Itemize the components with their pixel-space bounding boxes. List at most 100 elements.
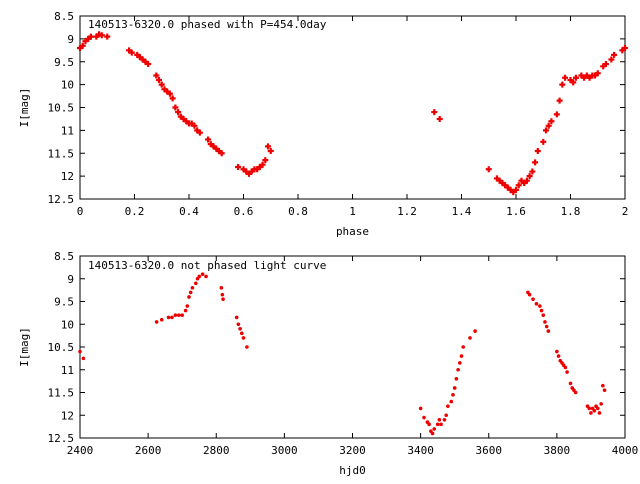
x-tick-label: 2 — [622, 205, 629, 218]
y-tick-label: 8.5 — [54, 250, 74, 263]
y-tick-label: 11 — [61, 124, 74, 137]
data-point — [534, 301, 539, 306]
y-tick-label: 12.5 — [48, 193, 75, 206]
x-tick-label: 3600 — [476, 444, 503, 457]
data-point — [523, 177, 530, 184]
x-tick-label: 0.2 — [125, 205, 145, 218]
data-point — [587, 406, 592, 411]
x-tick-label: 0.6 — [234, 205, 254, 218]
data-point — [245, 345, 249, 349]
x-tick-label: 2400 — [67, 444, 94, 457]
data-point — [158, 81, 165, 88]
data-point — [568, 381, 573, 386]
data-point — [572, 74, 579, 81]
data-point — [196, 129, 203, 136]
x-tick-label: 3200 — [339, 444, 366, 457]
data-point — [154, 320, 159, 324]
data-point — [468, 336, 472, 340]
data-point — [241, 336, 246, 340]
data-point — [542, 127, 549, 134]
data-point — [104, 33, 111, 40]
x-tick-label: 2800 — [203, 444, 230, 457]
data-point — [541, 313, 546, 317]
y-tick-label: 12.5 — [48, 432, 75, 445]
data-point — [238, 327, 242, 331]
data-point — [527, 292, 532, 297]
data-point — [599, 402, 603, 406]
data-point — [540, 138, 547, 145]
chart-title: 140513-6320.0 not phased light curve — [88, 259, 326, 272]
y-axis-label: I[mag] — [18, 88, 31, 128]
data-point — [595, 406, 600, 411]
data-point — [592, 408, 597, 413]
data-point — [153, 72, 160, 79]
data-point — [456, 367, 460, 372]
y-tick-label: 10 — [61, 79, 74, 92]
data-point — [622, 45, 628, 52]
data-point — [431, 109, 438, 116]
data-point — [204, 274, 208, 279]
data-point — [546, 329, 551, 333]
x-tick-label: 1.2 — [397, 205, 417, 218]
data-point — [573, 390, 578, 395]
data-point — [219, 286, 224, 290]
panel-top: 0 0.2 0.4 0.6 0.8 1 1.2 1.4 1.6 1.8 2 8.5 9 9.5 10 10.5… — [18, 10, 628, 238]
data-point — [597, 411, 602, 415]
data-point — [234, 315, 239, 320]
y-tick-label: 8.5 — [54, 10, 74, 23]
data-point — [173, 313, 178, 317]
data-point — [259, 161, 266, 168]
x-tick-label: 2600 — [135, 444, 162, 457]
x-tick-label: 4000 — [612, 444, 639, 457]
data-point — [531, 297, 535, 302]
data-point — [532, 159, 539, 166]
data-point — [437, 418, 442, 422]
data-point — [544, 324, 549, 329]
data-point — [78, 349, 82, 354]
data-point — [601, 383, 605, 388]
data-point — [183, 308, 188, 313]
data-point — [608, 56, 615, 63]
data-point — [553, 111, 560, 118]
y-tick-label: 9.5 — [54, 56, 74, 69]
data-point — [218, 150, 225, 157]
data-point — [451, 392, 455, 397]
plot-frame — [79, 15, 626, 200]
data-point — [128, 49, 135, 56]
data-point — [191, 122, 198, 129]
data-point — [461, 345, 466, 349]
data-point — [145, 61, 152, 68]
data-point — [87, 33, 94, 40]
data-point — [452, 386, 457, 390]
data-points — [77, 31, 628, 196]
y-tick-label: 10.5 — [48, 341, 75, 354]
x-tick-label: 0 — [77, 205, 84, 218]
data-point — [187, 295, 191, 299]
y-tick-label: 9 — [67, 33, 74, 46]
data-point — [175, 109, 182, 116]
data-point — [473, 329, 477, 333]
data-point — [81, 356, 86, 361]
data-point — [543, 320, 547, 324]
data-point — [602, 61, 609, 68]
y-tick-label: 12 — [61, 170, 74, 183]
x-axis-label: phase — [336, 225, 369, 238]
data-point — [432, 427, 437, 431]
plot-frame — [79, 255, 626, 439]
x-tick-label: 1.6 — [506, 205, 526, 218]
data-point — [526, 173, 533, 180]
data-point — [556, 97, 563, 104]
data-point — [176, 313, 181, 317]
x-tick-label: 1.8 — [561, 205, 581, 218]
data-point — [172, 104, 179, 111]
data-point — [169, 95, 176, 102]
x-tick-label: 3000 — [271, 444, 298, 457]
data-point — [418, 406, 423, 411]
data-point — [449, 399, 454, 404]
data-point — [265, 143, 272, 150]
data-point — [156, 77, 163, 84]
y-tick-label: 9.5 — [54, 296, 74, 309]
data-point — [589, 411, 593, 415]
